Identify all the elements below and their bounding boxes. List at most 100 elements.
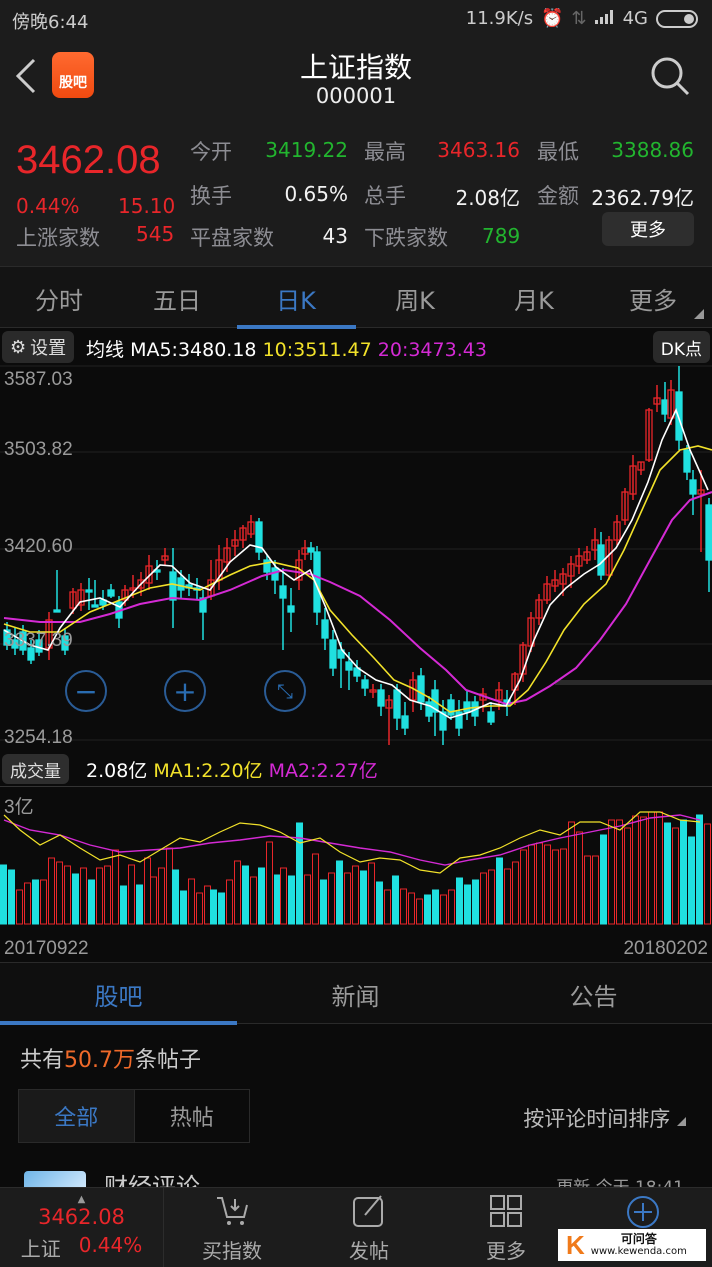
post-count-value: 50.7万 [64,1048,136,1073]
status-time: 傍晚6:44 [12,12,89,33]
tab-more[interactable]: 更多 [629,287,677,315]
turnover-label: 换手 [190,184,232,208]
amount-label: 金额 [537,184,579,208]
buy-index-button[interactable]: 买指数 [164,1188,300,1267]
guba-logo[interactable]: 股吧 [52,52,94,98]
down-count-value: 789 [482,224,521,248]
volume-indicator-button[interactable]: 成交量 [2,754,69,784]
mini-quote[interactable]: ▲ 3462.08 上证 0.44% [0,1188,164,1267]
tab-monthly-k[interactable]: 月K [514,287,554,315]
candlestick-plot [0,365,712,745]
down-count-label: 下跌家数 [364,226,448,250]
ma10-value: 10:3511.47 [262,339,372,361]
high-value: 3463.16 [437,138,520,162]
tab-five-day[interactable]: 五日 [153,287,201,315]
volume-value: 2.08亿 [455,186,520,210]
mini-name: 上证 [20,1237,61,1261]
active-tab-underline [0,1021,237,1025]
open-value: 3419.22 [265,138,348,162]
kline-chart[interactable]: 3587.03 3503.82 3420.60 3337.39 3254.18 … [0,365,712,755]
app-header: 股吧 上证指数 000001 [0,38,712,128]
search-icon [651,57,690,96]
watermark-logo: K [566,1229,585,1260]
battery-icon [656,9,698,28]
volume-legend-bar: 成交量 2.08亿 MA1:2.20亿 MA2:2.27亿 [0,752,712,786]
settings-button[interactable]: ⚙ 设置 [2,331,75,363]
open-label: 今开 [190,140,232,164]
flat-count-label: 平盘家数 [190,226,274,250]
volume-plot [0,786,712,925]
tab-guba[interactable]: 股吧 [94,983,143,1011]
new-post-button[interactable]: 发帖 [300,1188,438,1267]
dropdown-corner-icon [694,309,704,319]
dropdown-corner-icon [677,1117,686,1126]
end-date: 20180202 [623,938,708,959]
expand-icon: ⤡ [277,679,293,703]
post-item[interactable]: 财经评论 更新 今天 18:41 [0,1165,712,1189]
start-date: 20170922 [4,938,89,959]
more-button[interactable]: 更多 [438,1188,574,1267]
zoom-out-button[interactable]: − [65,670,107,712]
tab-announcements[interactable]: 公告 [569,983,618,1011]
post-thumbnail [24,1171,86,1189]
flat-count-value: 43 [322,224,348,248]
back-button[interactable] [14,56,38,105]
dk-point-button[interactable]: DK点 [652,331,710,363]
filter-hot[interactable]: 热帖 [169,1106,214,1131]
sort-dropdown[interactable]: 按评论时间排序 [523,1103,686,1133]
y-tick-5: 3254.18 [4,727,73,748]
cart-icon [217,1196,248,1225]
compose-icon [353,1194,383,1227]
turnover-value: 0.65% [284,182,348,206]
ma5-value: MA5:3480.18 [130,339,257,361]
tab-intraday[interactable]: 分时 [35,287,83,315]
y-tick-2: 3503.82 [4,439,73,460]
more-quote-button[interactable]: 更多 [602,212,694,246]
alarm-icon: ⏰ [541,8,564,29]
volume-ma2: MA2:2.27亿 [268,760,378,782]
zoom-in-button[interactable]: + [164,670,206,712]
ma20-value: 20:3473.43 [377,339,487,361]
post-title: 财经评论 [104,1173,200,1189]
volume-axis-label: 3亿 [4,797,34,818]
bottom-toolbar: ▲ 3462.08 上证 0.44% 买指数 发帖 更多 [0,1187,712,1267]
tab-news[interactable]: 新闻 [331,983,380,1011]
tab-weekly-k[interactable]: 周K [395,287,435,315]
low-label: 最低 [537,140,579,164]
post-filter: 全部 热帖 [18,1089,250,1143]
change-value: 15.10 [118,194,176,218]
quote-panel: 3462.08 0.44% 15.10 上涨家数 545 今开 3419.22 … [0,128,712,266]
post-updated: 更新 今天 18:41 [556,1178,684,1189]
active-tab-underline [237,325,356,329]
change-percent: 0.44% [16,194,80,218]
y-tick-1: 3587.03 [4,369,73,390]
high-label: 最高 [364,140,406,164]
current-price: 3462.08 [16,138,161,182]
kline-tabs: 分时 五日 日K 周K 月K 更多 [0,266,712,329]
filter-all[interactable]: 全部 [19,1090,135,1142]
data-arrows-icon: ⇅ [571,8,587,29]
add-watchlist-button[interactable] [574,1188,712,1267]
volume-label: 总手 [364,184,406,208]
gear-icon: ⚙ [10,336,27,358]
tab-daily-k[interactable]: 日K [276,287,316,315]
content-tabs: 股吧 新闻 公告 [0,962,712,1025]
up-count-label: 上涨家数 [16,226,100,250]
plus-circle-icon [627,1196,659,1228]
ma-prefix: 均线 [86,339,125,361]
volume-chart[interactable]: 3亿 [0,786,712,926]
stock-code: 000001 [315,84,397,108]
status-bar: 傍晚6:44 11.9K/s ⏰ ⇅ 4G [0,0,712,38]
up-count-value: 545 [136,222,175,246]
fullscreen-button[interactable]: ⤡ [264,670,306,712]
low-value: 3388.86 [611,138,694,162]
volume-ma1: MA1:2.20亿 [153,760,263,782]
minus-icon: − [74,674,98,708]
ma-values: 均线 MA5:3480.18 10:3511.47 20:3473.43 [86,335,487,362]
signal-icon [594,8,615,29]
page-title: 上证指数 [299,51,412,84]
grid-icon [490,1194,522,1227]
chevron-left-icon [15,58,36,94]
mini-price: 3462.08 [38,1205,125,1229]
search-button[interactable] [650,56,690,96]
